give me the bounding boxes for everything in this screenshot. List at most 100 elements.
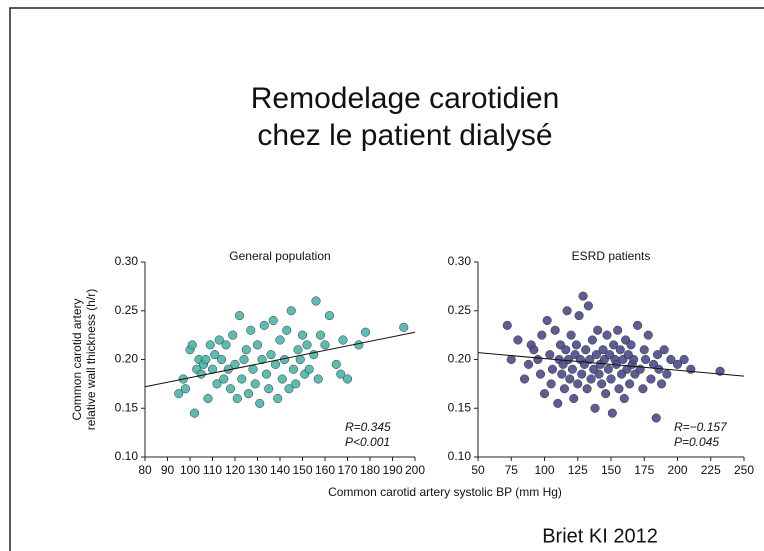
point [615,345,625,355]
point [557,369,567,379]
y-tick-label: 0.25 [448,303,472,317]
point [354,340,364,350]
y-axis-label: relative wall thickness (h/r) [84,289,98,430]
x-tick-label: 150 [292,463,312,477]
point [399,322,409,332]
point [603,364,613,374]
trend-line [144,331,416,388]
citation: Briet KI 2012 [542,525,658,547]
annotation: P=0.045 [674,435,719,449]
point [633,320,643,330]
point [573,379,583,389]
x-tick-label: 75 [505,463,519,477]
point [602,330,612,340]
point [277,374,287,384]
point [286,306,296,316]
point [248,364,258,374]
x-tick-label: 200 [405,463,425,477]
point [243,389,254,399]
annotation: R=0.345 [345,420,391,434]
x-tick-label: 100 [534,463,554,477]
point [523,359,534,369]
point [210,350,220,360]
point [581,345,591,355]
point [205,340,215,350]
point [539,389,550,399]
point [686,364,696,374]
point [506,354,516,365]
point [545,350,555,360]
point [187,340,197,350]
point [563,354,573,365]
point [189,408,200,418]
point [252,340,263,350]
point [219,374,229,384]
point [315,330,326,340]
x-tick-label: 225 [701,463,721,477]
point [606,374,616,384]
point [311,296,321,306]
point [643,330,653,340]
point [282,325,292,335]
point [228,330,238,340]
x-tick-label: 110 [203,463,222,477]
point [590,403,600,413]
point [593,325,603,335]
point [533,354,543,365]
y-tick-label: 0.30 [115,254,139,268]
point [594,369,604,379]
point [201,354,211,365]
point [571,340,581,350]
point [313,374,323,384]
point [582,384,592,394]
y-tick-label: 0.20 [115,352,139,366]
point [255,398,265,408]
point [601,389,611,399]
x-tick-label: 100 [180,463,200,477]
y-tick-label: 0.15 [115,400,139,414]
point [614,384,624,394]
point [591,350,601,360]
point [250,379,260,389]
point [324,311,335,321]
x-tick-label: 125 [568,463,588,477]
y-tick-label: 0.10 [115,449,139,463]
point [239,354,249,365]
point [607,408,617,418]
point [656,379,667,389]
point [342,374,353,384]
x-axis-label: Common carotid artery systolic BP (mm Hg… [328,485,562,499]
point [275,335,285,345]
point [567,364,577,374]
point [529,345,539,355]
point [619,393,629,404]
point [561,345,571,355]
y-tick-label: 0.10 [448,449,472,463]
point [626,340,636,350]
x-tick-label: 120 [225,463,245,477]
point [320,340,330,350]
point [559,384,570,394]
chart-title: ESRD patients [572,249,651,263]
point [625,379,635,389]
slide-title: Remodelage carotidien [251,82,560,115]
point [284,384,294,394]
point [273,393,283,404]
point [639,345,649,355]
x-tick-label: 130 [247,463,267,477]
x-tick-label: 140 [270,463,290,477]
point [288,364,299,374]
point [502,320,512,330]
point [297,330,308,340]
y-tick-label: 0.20 [448,352,472,366]
point [587,335,597,345]
x-tick-label: 190 [382,463,402,477]
point [291,379,301,389]
point [302,340,312,350]
point [241,345,251,355]
point [646,374,656,384]
point [535,369,546,379]
point [577,369,587,379]
point [597,379,607,389]
